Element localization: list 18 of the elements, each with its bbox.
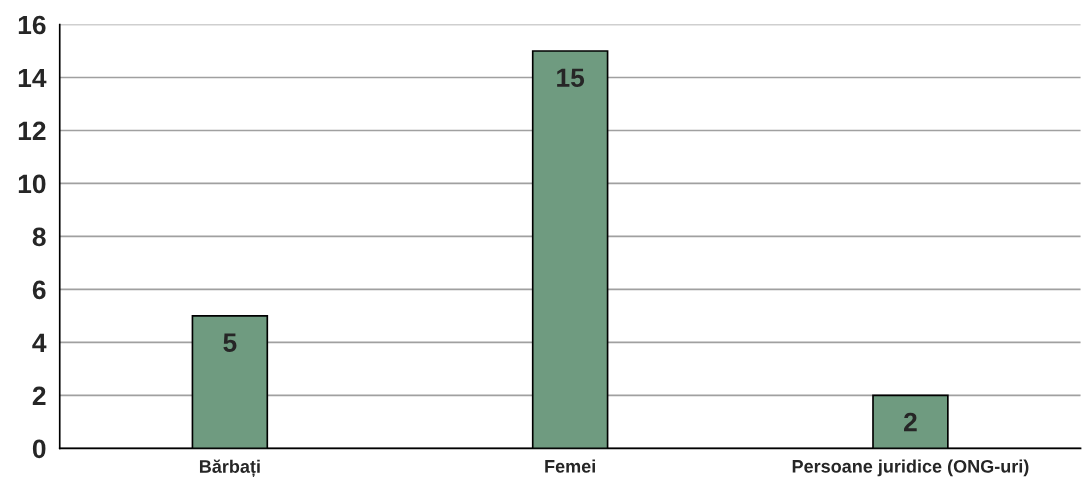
data-label: 5 — [223, 333, 237, 352]
y-tick-label: 2 — [32, 386, 46, 405]
y-tick-label: 10 — [18, 174, 46, 194]
bar — [872, 394, 949, 449]
y-tick-label: 8 — [32, 227, 46, 247]
y-tick-label: 0 — [32, 439, 46, 459]
y-tick-label: 16 — [18, 15, 46, 35]
x-tick-label: Femei — [545, 459, 595, 473]
bar — [191, 315, 269, 449]
y-tick-label: 4 — [32, 333, 47, 352]
data-label: 2 — [904, 412, 917, 432]
y-tick-label: 14 — [18, 68, 47, 88]
y-tick-label: 6 — [32, 280, 46, 300]
x-tick-label: Bărbați — [199, 459, 260, 477]
bar — [531, 50, 609, 449]
x-tick-label: Persoane juridice (ONG-uri) — [792, 459, 1029, 477]
y-tick-label: 12 — [18, 121, 46, 141]
data-label: 15 — [557, 68, 585, 88]
